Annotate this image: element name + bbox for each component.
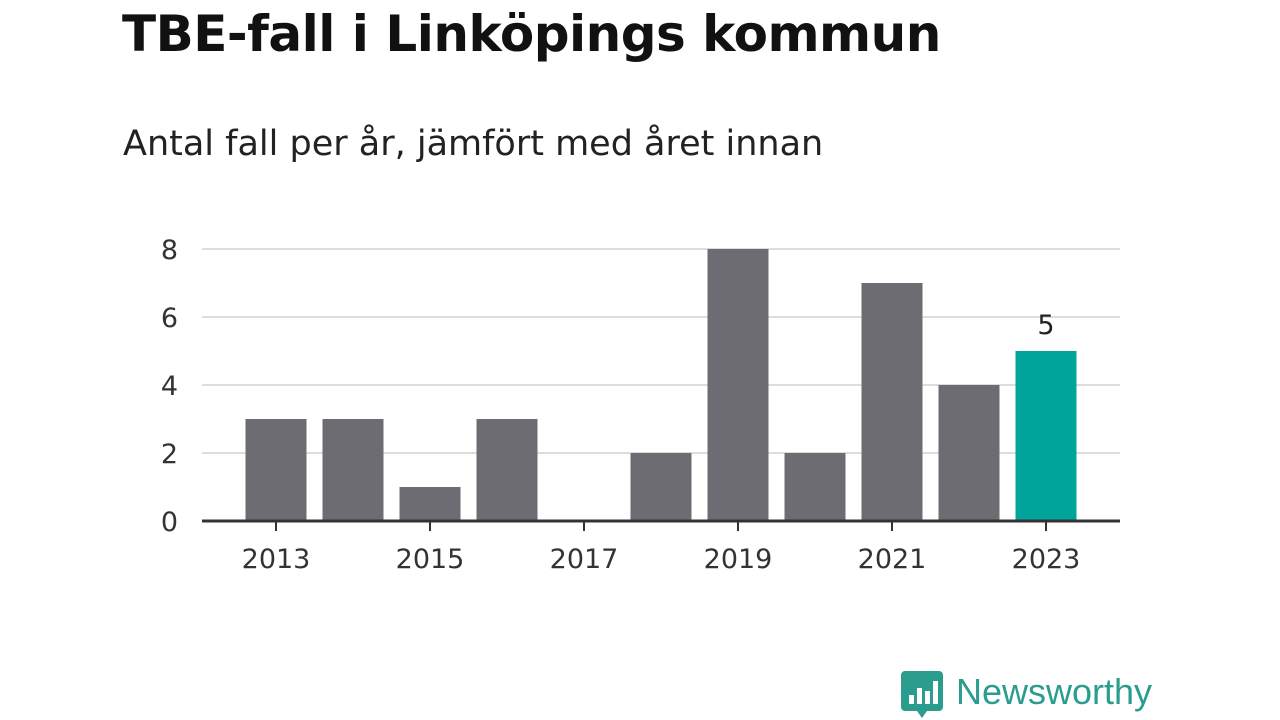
- x-tick-label: 2015: [396, 544, 465, 575]
- bars: [245, 249, 1077, 521]
- bar-2019: [707, 249, 769, 521]
- brand-name: Newsworthy: [956, 671, 1153, 712]
- chart-title: TBE-fall i Linköpings kommun: [122, 5, 941, 63]
- bar-chart-speech-bubble-icon: [901, 671, 943, 718]
- bar-2013: [245, 419, 307, 521]
- y-tick-label: 4: [161, 371, 178, 402]
- x-tick-label: 2019: [704, 544, 773, 575]
- x-tick-label: 2013: [242, 544, 311, 575]
- newsworthy-logo: Newsworthy: [900, 670, 1160, 718]
- x-axis-ticks: 2013 2015 2017 2019 2021 2023: [242, 521, 1081, 575]
- bar-2022: [938, 385, 1000, 521]
- bar-2021: [861, 283, 923, 521]
- bar-2020: [784, 453, 846, 521]
- bar-2016: [476, 419, 538, 521]
- y-tick-label: 8: [161, 235, 178, 266]
- data-label: 5: [1037, 310, 1054, 341]
- y-tick-label: 2: [161, 439, 178, 470]
- bar-2015: [399, 487, 461, 521]
- bar-2014: [322, 419, 384, 521]
- y-axis-ticks: 0 2 4 6 8: [161, 235, 178, 538]
- chart-subtitle: Antal fall per år, jämfört med året inna…: [123, 124, 824, 164]
- y-tick-label: 0: [161, 507, 178, 538]
- x-tick-label: 2023: [1012, 544, 1081, 575]
- y-tick-label: 6: [161, 303, 178, 334]
- data-labels: 5: [1037, 310, 1054, 341]
- x-tick-label: 2017: [550, 544, 619, 575]
- bar-2023: [1015, 351, 1077, 521]
- x-tick-label: 2021: [858, 544, 927, 575]
- bar-2018: [630, 453, 692, 521]
